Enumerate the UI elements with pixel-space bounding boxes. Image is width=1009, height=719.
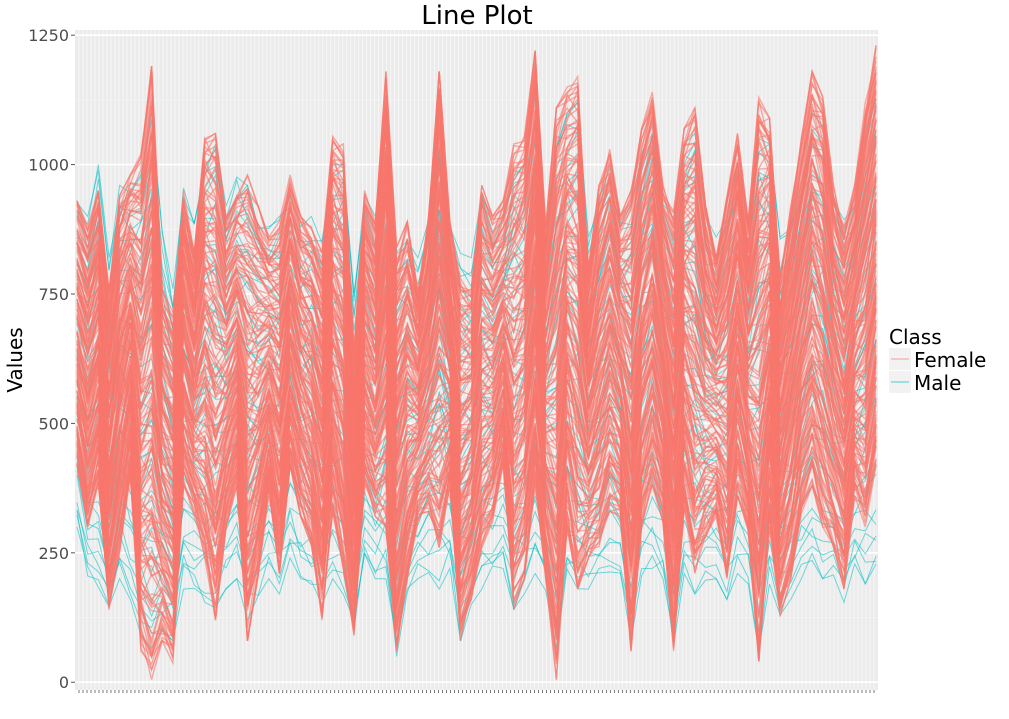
series-line — [76, 418, 877, 623]
series-female — [76, 45, 877, 680]
legend-title: Class — [889, 325, 942, 349]
series-line — [76, 341, 877, 570]
series-line — [76, 421, 877, 655]
series-line — [76, 515, 877, 643]
y-tick-label: 1250 — [28, 26, 69, 45]
y-tick-label: 0 — [59, 673, 69, 692]
y-tick-label: 1000 — [28, 156, 69, 175]
y-axis: 0 250 500 750 1000 1250 — [28, 26, 75, 692]
series-line — [76, 431, 877, 672]
legend-label-male: Male — [914, 371, 961, 395]
series-line — [76, 526, 877, 652]
y-axis-label: Values — [3, 327, 27, 392]
y-tick-label: 750 — [38, 285, 69, 304]
y-tick-label: 500 — [38, 414, 69, 433]
legend-label-female: Female — [914, 348, 986, 372]
plot-panel — [75, 30, 878, 693]
y-tick-label: 250 — [38, 544, 69, 563]
chart-title: Line Plot — [421, 1, 532, 31]
series-line — [76, 61, 877, 351]
